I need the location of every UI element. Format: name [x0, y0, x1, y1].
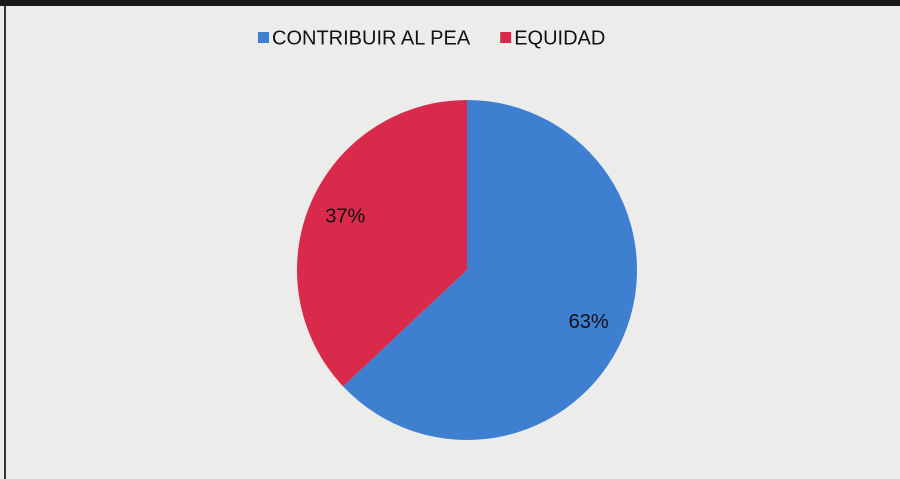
- data-label: 37%: [325, 206, 365, 228]
- legend: CONTRIBUIR AL PEA EQUIDAD: [258, 27, 605, 49]
- legend-swatch: [258, 32, 269, 43]
- data-label: 63%: [569, 311, 609, 333]
- pie-slice: [297, 100, 467, 387]
- top-edge: [0, 0, 900, 6]
- legend-label: EQUIDAD: [514, 27, 605, 49]
- pie-slice: [343, 100, 638, 440]
- legend-label: CONTRIBUIR AL PEA: [272, 27, 471, 49]
- pie: 63% 37%: [297, 100, 638, 440]
- legend-swatch: [500, 32, 512, 43]
